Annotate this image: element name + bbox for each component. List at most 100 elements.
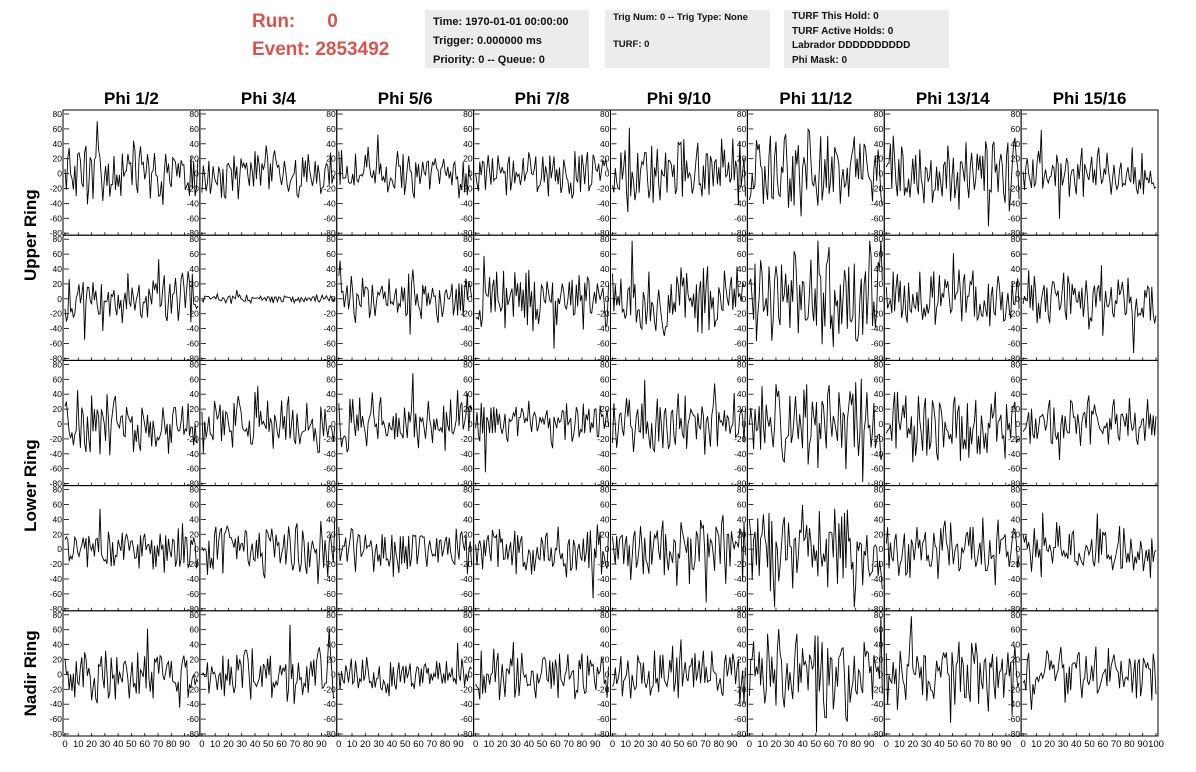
- y-tick-label: -40: [50, 699, 63, 709]
- y-tick-label: 0: [194, 294, 199, 304]
- y-tick-label: -80: [871, 228, 884, 238]
- y-tick-label: 60: [189, 625, 199, 635]
- y-tick-label: 40: [737, 139, 747, 149]
- y-tick-label: -20: [323, 309, 336, 319]
- y-tick-label: 20: [737, 404, 747, 414]
- y-tick-label: 0: [57, 294, 62, 304]
- y-tick-label: 20: [737, 655, 747, 665]
- y-tick-label: 60: [600, 249, 610, 259]
- y-tick-label: -40: [460, 699, 473, 709]
- x-tick-label: 80: [577, 739, 588, 750]
- y-tick-label: -40: [50, 198, 63, 208]
- y-tick-label: -80: [597, 604, 610, 614]
- column-header: Phi 15/16: [1053, 89, 1127, 108]
- y-tick-label: 0: [605, 544, 610, 554]
- y-tick-label: -80: [597, 353, 610, 363]
- y-tick-label: -20: [871, 309, 884, 319]
- waveform-trace: [64, 390, 199, 456]
- y-tick-label: -60: [187, 464, 200, 474]
- y-tick-label: 40: [189, 389, 199, 399]
- y-tick-label: -80: [871, 353, 884, 363]
- event-value: 2853492: [315, 39, 390, 60]
- y-tick-label: 80: [874, 485, 884, 495]
- x-tick-label: 10: [757, 739, 768, 750]
- y-tick-label: 0: [468, 669, 473, 679]
- y-tick-label: -40: [597, 198, 610, 208]
- panel-frame: [746, 109, 885, 236]
- y-tick-label: 80: [1011, 610, 1021, 620]
- y-tick-label: 0: [1015, 294, 1020, 304]
- y-tick-label: 20: [189, 279, 199, 289]
- y-tick-label: 0: [879, 294, 884, 304]
- waveform-trace: [1022, 129, 1157, 219]
- y-tick-label: -60: [597, 213, 610, 223]
- y-tick-label: 40: [53, 264, 63, 274]
- event-row: Event: 2853492: [252, 36, 422, 64]
- y-tick-label: -60: [187, 213, 200, 223]
- waveform-trace: [64, 628, 199, 708]
- waveform-trace: [612, 379, 746, 455]
- waveform-trace: [338, 260, 473, 335]
- y-tick-label: 60: [737, 124, 747, 134]
- x-tick-label: 30: [510, 739, 521, 750]
- waveform-trace: [885, 253, 1020, 327]
- trig-num-text: Trig Num: 0 -- Trig Type: None: [613, 12, 748, 23]
- y-tick-label: 80: [874, 234, 884, 244]
- y-tick-label: 40: [53, 514, 63, 524]
- y-tick-label: -60: [50, 714, 63, 724]
- y-tick-label: -20: [460, 434, 473, 444]
- y-tick-label: 20: [600, 655, 610, 665]
- y-tick-label: -40: [187, 699, 200, 709]
- y-tick-label: -60: [50, 589, 63, 599]
- y-tick-label: 60: [326, 249, 336, 259]
- y-tick-label: 0: [742, 544, 747, 554]
- y-tick-label: -80: [871, 479, 884, 489]
- y-tick-label: -60: [1008, 213, 1021, 223]
- y-tick-label: -60: [1008, 339, 1021, 349]
- y-tick-label: 20: [189, 404, 199, 414]
- y-tick-label: -20: [1008, 684, 1021, 694]
- y-tick-label: -80: [460, 729, 473, 739]
- y-tick-label: 20: [874, 529, 884, 539]
- waveform-trace: [201, 290, 336, 305]
- x-tick-label: 60: [824, 739, 835, 750]
- y-tick-label: 20: [737, 279, 747, 289]
- y-tick-label: -40: [734, 449, 747, 459]
- y-tick-label: 40: [463, 264, 473, 274]
- y-tick-label: 60: [463, 625, 473, 635]
- y-tick-label: 80: [463, 610, 473, 620]
- y-tick-label: -20: [460, 559, 473, 569]
- y-tick-label: 40: [600, 640, 610, 650]
- y-tick-label: 0: [742, 669, 747, 679]
- x-tick-label: 60: [276, 739, 287, 750]
- y-tick-label: 40: [463, 139, 473, 149]
- x-tick-label: 30: [236, 739, 247, 750]
- y-tick-label: -60: [871, 213, 884, 223]
- x-tick-label: 90: [453, 739, 464, 750]
- x-tick-label: 20: [634, 739, 645, 750]
- y-tick-label: 60: [737, 500, 747, 510]
- waveform-trace: [748, 378, 883, 483]
- y-tick-label: 80: [189, 359, 199, 369]
- column-header: Phi 13/14: [916, 89, 990, 108]
- y-tick-label: 80: [737, 485, 747, 495]
- y-tick-label: -60: [50, 464, 63, 474]
- priority-text: Priority: 0 -- Queue: 0: [433, 54, 545, 66]
- x-tick-label: 50: [811, 739, 822, 750]
- y-tick-label: -80: [1008, 604, 1021, 614]
- y-tick-label: 60: [737, 374, 747, 384]
- y-tick-label: -40: [187, 574, 200, 584]
- y-tick-label: -60: [187, 714, 200, 724]
- y-tick-label: -40: [871, 449, 884, 459]
- y-tick-label: -20: [460, 684, 473, 694]
- y-tick-label: 20: [463, 154, 473, 164]
- y-tick-label: -20: [871, 184, 884, 194]
- y-tick-label: 80: [600, 359, 610, 369]
- y-tick-label: 0: [468, 419, 473, 429]
- y-tick-label: 80: [326, 610, 336, 620]
- y-tick-label: -80: [871, 604, 884, 614]
- y-tick-label: 0: [879, 169, 884, 179]
- waveform-trace: [1022, 646, 1157, 710]
- y-tick-label: 40: [326, 514, 336, 524]
- y-tick-label: -80: [1008, 228, 1021, 238]
